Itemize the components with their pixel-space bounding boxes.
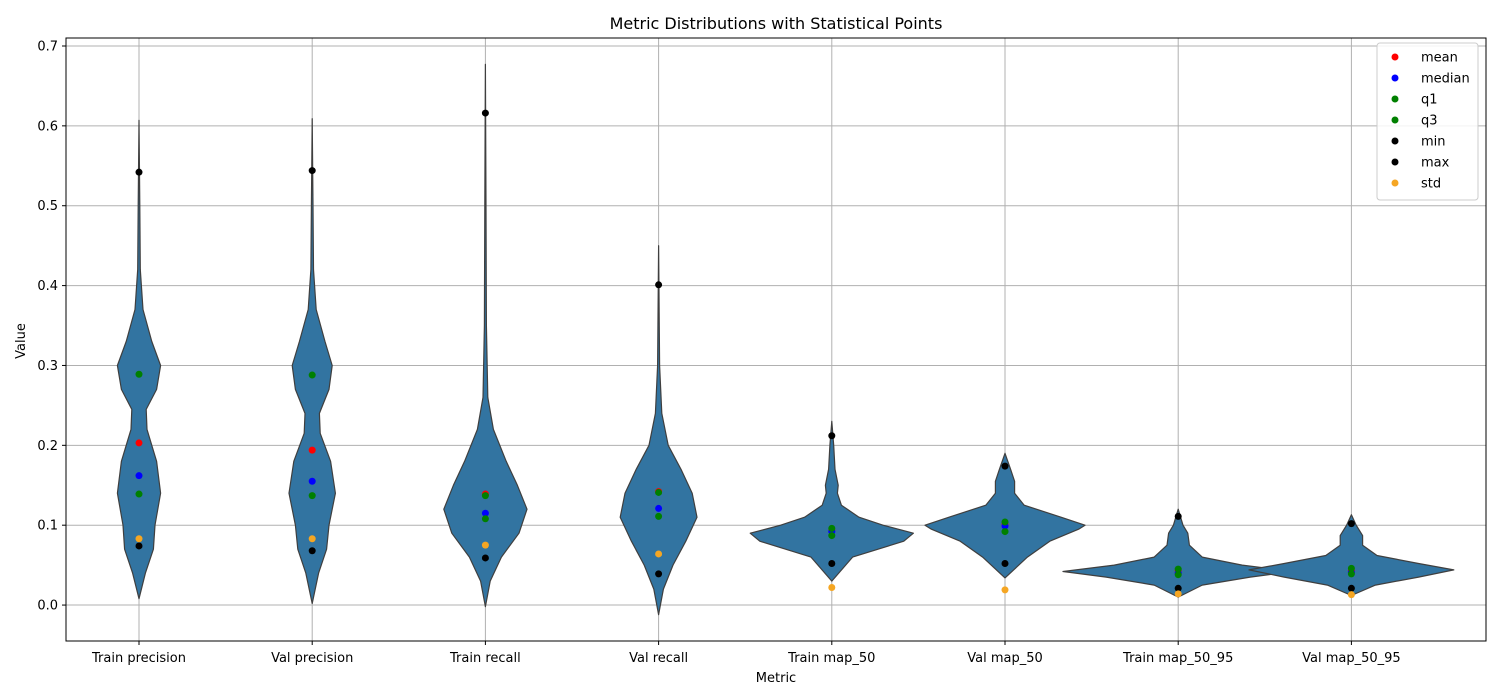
- legend-box: [1376, 42, 1479, 201]
- point-max-7: [1347, 520, 1355, 528]
- y-tick-label-1: 0.1: [37, 519, 58, 534]
- point-min-5: [1001, 560, 1009, 568]
- point-max-1: [308, 167, 316, 175]
- violins: [116, 63, 1455, 616]
- violin-4: [749, 420, 914, 582]
- point-q3-0: [135, 370, 143, 378]
- legend-marker-q1: [1391, 95, 1399, 103]
- legend-marker-min: [1391, 137, 1399, 145]
- x-tick-label-0: Train precision: [91, 651, 186, 666]
- point-max-6: [1174, 512, 1182, 520]
- x-tick-label-1: Val precision: [271, 651, 353, 666]
- x-axis-label: Metric: [756, 671, 796, 686]
- violin-6: [1062, 508, 1294, 598]
- point-q3-6: [1174, 565, 1182, 573]
- point-q1-6: [1174, 571, 1182, 579]
- point-max-5: [1001, 462, 1009, 470]
- point-q3-1: [308, 371, 316, 379]
- y-tick-label-0: 0.0: [37, 599, 58, 614]
- point-min-6: [1174, 584, 1182, 592]
- point-std-3: [655, 550, 663, 558]
- plot-frame: [65, 37, 1487, 642]
- point-min-4: [828, 560, 836, 568]
- stat-points: [135, 109, 1355, 599]
- legend-label-std: std: [1421, 177, 1441, 192]
- x-tick-label-7: Val map_50_95: [1302, 651, 1401, 666]
- legend-label-q1: q1: [1421, 93, 1438, 108]
- point-median-0: [135, 472, 143, 480]
- point-q1-0: [135, 490, 143, 498]
- point-std-6: [1174, 590, 1182, 598]
- violin-5: [924, 452, 1086, 579]
- point-max-4: [828, 432, 836, 440]
- x-tick-label-3: Val recall: [629, 651, 688, 666]
- point-q3-4: [828, 524, 836, 532]
- point-std-5: [1001, 586, 1009, 594]
- point-max-0: [135, 168, 143, 176]
- point-q1-1: [308, 492, 316, 500]
- point-q1-4: [828, 532, 836, 540]
- point-mean-0: [135, 439, 143, 447]
- point-q1-5: [1001, 528, 1009, 536]
- violin-0: [116, 119, 162, 600]
- point-std-7: [1347, 591, 1355, 599]
- point-max-2: [481, 109, 489, 117]
- point-q3-2: [481, 492, 489, 500]
- point-min-7: [1347, 584, 1355, 592]
- point-median-1: [308, 477, 316, 485]
- legend-label-median: median: [1421, 72, 1470, 87]
- legend-marker-std: [1391, 179, 1399, 187]
- point-q1-2: [481, 515, 489, 523]
- point-mean-1: [308, 446, 316, 454]
- point-q3-5: [1001, 518, 1009, 526]
- legend-marker-max: [1391, 158, 1399, 166]
- legend-marker-median: [1391, 74, 1399, 82]
- y-tick-label-3: 0.3: [37, 359, 58, 374]
- x-tick-label-4: Train map_50: [787, 651, 875, 666]
- legend-label-min: min: [1421, 135, 1446, 150]
- x-tick-label-2: Train recall: [449, 651, 521, 666]
- y-axis: 0.0 0.1 0.2 0.3 0.4 0.5 0.6 0.7: [37, 39, 66, 614]
- point-q1-7: [1347, 570, 1355, 578]
- y-tick-label-6: 0.6: [37, 119, 58, 134]
- x-tick-label-6: Train map_50_95: [1122, 651, 1233, 666]
- point-max-3: [655, 281, 663, 289]
- legend-label-mean: mean: [1421, 51, 1458, 66]
- y-tick-label-5: 0.5: [37, 199, 58, 214]
- violin-3: [619, 245, 698, 616]
- point-std-0: [135, 535, 143, 543]
- y-tick-label-4: 0.4: [37, 279, 58, 294]
- point-std-2: [481, 541, 489, 549]
- legend-label-q3: q3: [1421, 114, 1438, 129]
- legend-marker-mean: [1391, 53, 1399, 61]
- y-tick-label-7: 0.7: [37, 39, 58, 54]
- point-std-4: [828, 583, 836, 591]
- point-min-0: [135, 542, 143, 550]
- x-axis: Train precision Val precision Train recall…: [91, 641, 1401, 666]
- point-q3-3: [655, 488, 663, 496]
- point-median-2: [481, 509, 489, 517]
- point-min-1: [308, 547, 316, 555]
- x-tick-label-5: Val map_50: [967, 651, 1043, 666]
- point-q1-3: [655, 512, 663, 520]
- point-q3-7: [1347, 564, 1355, 572]
- legend-marker-q3: [1391, 116, 1399, 124]
- legend-label-max: max: [1421, 156, 1450, 171]
- chart-title: Metric Distributions with Statistical Po…: [610, 14, 943, 33]
- point-median-3: [655, 504, 663, 512]
- violin-7: [1248, 514, 1455, 597]
- grid: [66, 38, 1486, 641]
- violin-2: [443, 63, 528, 608]
- y-axis-label: Value: [14, 323, 29, 359]
- violin-1: [288, 118, 336, 605]
- point-min-2: [481, 554, 489, 562]
- point-min-3: [655, 570, 663, 578]
- point-std-1: [308, 535, 316, 543]
- legend: mean median q1 q3 min max std: [1376, 42, 1479, 201]
- y-tick-label-2: 0.2: [37, 439, 58, 454]
